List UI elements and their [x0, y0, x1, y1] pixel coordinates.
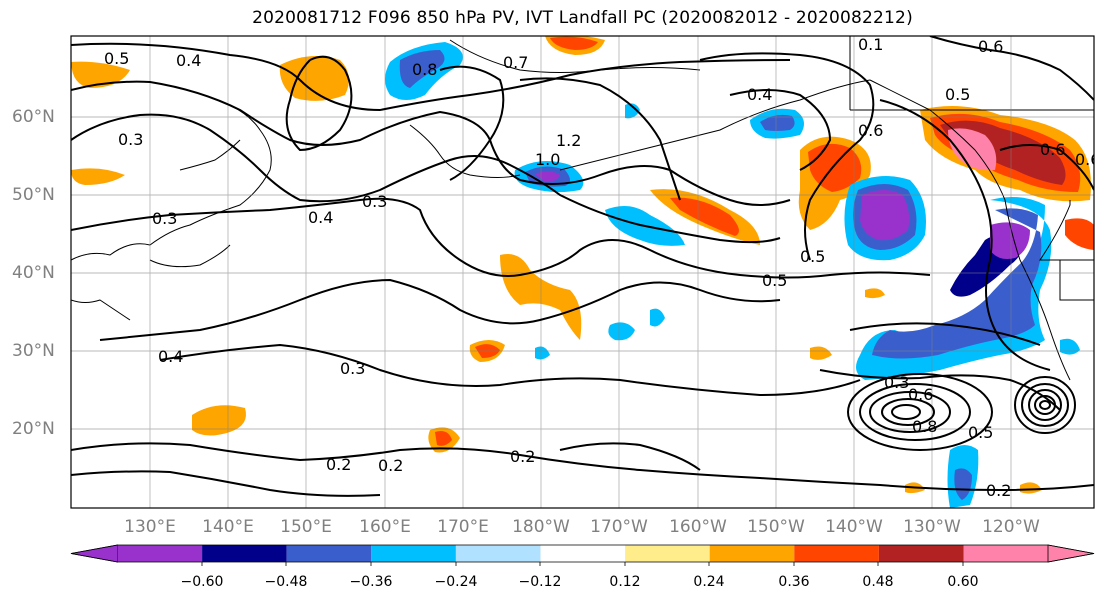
lon-label: 150°E — [280, 517, 332, 537]
colorbar-label: 0.12 — [609, 574, 640, 590]
colorbar-cell — [70, 544, 118, 563]
contour-label: 1.2 — [556, 131, 581, 150]
contour-label: 0.6 — [858, 121, 883, 140]
contour-label: 0.6 — [978, 37, 1003, 56]
longitude-labels: 130°E 140°E 150°E 160°E 170°E 180°W 170°… — [124, 517, 1040, 537]
colorbar-cell — [202, 545, 287, 562]
contour-label: 0.2 — [510, 447, 535, 466]
colorbar-outline — [70, 544, 1095, 563]
colorbar-label: 0.36 — [778, 574, 809, 590]
contour-label: 0.5 — [968, 423, 993, 442]
colorbar-cell — [455, 545, 541, 562]
colorbar-cell — [625, 545, 710, 562]
contour-label: 0.3 — [362, 192, 387, 211]
contour-label: 0.8 — [412, 60, 437, 79]
contour-label: 0.6 — [908, 385, 933, 404]
lat-label-50n: 50°N — [12, 185, 55, 205]
lon-label: 140°E — [202, 517, 254, 537]
lon-label: 160°E — [359, 517, 411, 537]
contour-label: 0.6 — [1040, 140, 1065, 159]
colorbar-cell — [540, 545, 626, 562]
latitude-labels: 60°N 50°N 40°N 30°N 20°N — [12, 107, 55, 439]
contour-label: 0.4 — [176, 51, 201, 70]
colorbar-cells — [70, 544, 1095, 563]
contour-label: 0.3 — [340, 359, 365, 378]
colorbar-label: 0.24 — [693, 574, 724, 590]
colorbar: −0.60 −0.48 −0.36 −0.24 −0.12 0.12 0.24 … — [70, 544, 1095, 590]
colorbar-labels: −0.60 −0.48 −0.36 −0.24 −0.12 0.12 0.24 … — [181, 574, 979, 590]
lat-label-20n: 20°N — [12, 419, 55, 439]
contour-label: 0.3 — [152, 209, 177, 228]
lon-label: 150°W — [747, 517, 805, 537]
colorbar-label: 0.60 — [947, 574, 978, 590]
contour-label: 0.6 — [1075, 150, 1100, 169]
colorbar-label: −0.12 — [519, 574, 562, 590]
lon-label: 160°W — [669, 517, 727, 537]
lon-label: 140°W — [825, 517, 883, 537]
contour-label: 0.7 — [503, 53, 528, 72]
contour-label: 0.8 — [912, 417, 937, 436]
contour-label: 0.5 — [800, 247, 825, 266]
contour-label: 1.0 — [535, 150, 560, 169]
lon-label: 170°E — [437, 517, 489, 537]
pv-contours — [71, 36, 1094, 497]
contour-label: 0.5 — [945, 85, 970, 104]
colorbar-cell — [286, 545, 372, 562]
colorbar-cell — [1047, 544, 1095, 563]
contour-label: 0.2 — [378, 456, 403, 475]
contour-label: 0.3 — [884, 373, 909, 392]
lon-label: 170°W — [590, 517, 648, 537]
colorbar-cell — [371, 545, 456, 562]
contour-label: 0.2 — [326, 455, 351, 474]
colorbar-cell — [963, 545, 1048, 562]
contour-label: 0.1 — [858, 35, 883, 54]
colorbar-label: −0.36 — [350, 574, 393, 590]
colorbar-label: −0.60 — [181, 574, 224, 590]
lat-label-30n: 30°N — [12, 341, 55, 361]
colorbar-ticks — [201, 562, 964, 566]
colorbar-cell — [117, 545, 203, 562]
contour-label: 0.5 — [104, 49, 129, 68]
colorbar-label: 0.48 — [862, 574, 893, 590]
colorbar-label: −0.24 — [435, 574, 478, 590]
lon-label: 130°W — [903, 517, 961, 537]
contour-label: 0.4 — [308, 208, 333, 227]
colorbar-cell — [794, 545, 879, 562]
map-panel: 0.5 0.4 0.7 0.6 0.1 0.3 1.0 0.8 1.2 0.4 … — [71, 35, 1100, 508]
lon-label: 180°W — [512, 517, 570, 537]
contour-label: 0.2 — [986, 481, 1011, 500]
gridlines — [71, 36, 1094, 508]
map-border — [70, 35, 1095, 509]
lon-label: 120°W — [982, 517, 1040, 537]
contour-label: 0.3 — [118, 130, 143, 149]
contour-label: 0.4 — [747, 85, 772, 104]
lat-label-60n: 60°N — [12, 107, 55, 127]
contour-labels: 0.5 0.4 0.7 0.6 0.1 0.3 1.0 0.8 1.2 0.4 … — [104, 35, 1100, 500]
map-title: 2020081712 F096 850 hPa PV, IVT Landfall… — [252, 8, 913, 28]
lat-label-40n: 40°N — [12, 263, 55, 283]
contour-label: 0.4 — [158, 347, 183, 366]
colorbar-label: −0.48 — [265, 574, 308, 590]
colorbar-cell — [709, 545, 795, 562]
contour-label: 0.5 — [762, 271, 787, 290]
lon-label: 130°E — [124, 517, 176, 537]
colorbar-cell — [878, 545, 964, 562]
